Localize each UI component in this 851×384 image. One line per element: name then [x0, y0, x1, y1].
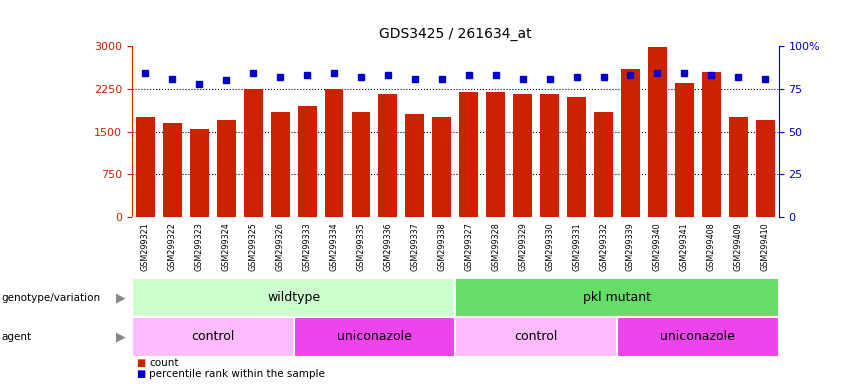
Bar: [540, 94, 559, 217]
Bar: [217, 120, 236, 217]
Bar: [324, 89, 344, 217]
Bar: [294, 317, 455, 357]
Text: uniconazole: uniconazole: [660, 331, 735, 343]
Text: pkl mutant: pkl mutant: [583, 291, 651, 304]
Bar: [455, 317, 617, 357]
Text: percentile rank within the sample: percentile rank within the sample: [149, 369, 325, 379]
Bar: [132, 317, 294, 357]
Text: GSM299324: GSM299324: [222, 222, 231, 271]
Text: GSM299326: GSM299326: [276, 222, 284, 271]
Bar: [243, 89, 263, 217]
Bar: [190, 129, 208, 217]
Text: GSM299337: GSM299337: [410, 222, 420, 271]
Text: count: count: [149, 358, 179, 368]
Bar: [271, 112, 289, 217]
Text: ▶: ▶: [116, 331, 125, 343]
Text: GSM299336: GSM299336: [384, 222, 392, 270]
Bar: [675, 83, 694, 217]
Text: GSM299333: GSM299333: [303, 222, 311, 270]
Bar: [621, 69, 640, 217]
Text: uniconazole: uniconazole: [337, 331, 412, 343]
Text: GSM299331: GSM299331: [572, 222, 581, 270]
Text: control: control: [191, 331, 234, 343]
Bar: [432, 117, 451, 217]
Bar: [136, 117, 155, 217]
Bar: [648, 47, 667, 217]
Bar: [728, 117, 748, 217]
Text: GSM299335: GSM299335: [357, 222, 365, 271]
Text: GSM299323: GSM299323: [195, 222, 203, 271]
Text: agent: agent: [2, 332, 31, 342]
Bar: [163, 123, 182, 217]
Bar: [567, 98, 586, 217]
Text: GSM299334: GSM299334: [329, 222, 339, 270]
Title: GDS3425 / 261634_at: GDS3425 / 261634_at: [379, 27, 532, 41]
Text: wildtype: wildtype: [267, 291, 320, 304]
Text: control: control: [515, 331, 557, 343]
Text: GSM299330: GSM299330: [545, 222, 554, 270]
Text: GSM299408: GSM299408: [707, 222, 716, 270]
Text: GSM299327: GSM299327: [465, 222, 473, 271]
Text: GSM299328: GSM299328: [491, 222, 500, 271]
Text: genotype/variation: genotype/variation: [2, 293, 100, 303]
Bar: [617, 317, 779, 357]
Bar: [298, 106, 317, 217]
Bar: [594, 112, 613, 217]
Text: ■: ■: [136, 369, 146, 379]
Bar: [132, 278, 455, 317]
Text: GSM299338: GSM299338: [437, 222, 446, 270]
Text: GSM299332: GSM299332: [599, 222, 608, 271]
Bar: [756, 120, 774, 217]
Text: GSM299409: GSM299409: [734, 222, 743, 271]
Bar: [455, 278, 779, 317]
Bar: [460, 92, 478, 217]
Bar: [379, 94, 397, 217]
Text: GSM299341: GSM299341: [680, 222, 688, 270]
Bar: [486, 92, 505, 217]
Bar: [702, 72, 721, 217]
Bar: [351, 112, 370, 217]
Text: GSM299329: GSM299329: [518, 222, 527, 271]
Text: GSM299321: GSM299321: [141, 222, 150, 271]
Bar: [405, 114, 425, 217]
Bar: [513, 94, 532, 217]
Text: GSM299325: GSM299325: [248, 222, 258, 271]
Text: GSM299340: GSM299340: [653, 222, 662, 270]
Text: ▶: ▶: [116, 291, 125, 304]
Text: GSM299322: GSM299322: [168, 222, 177, 271]
Text: GSM299410: GSM299410: [761, 222, 769, 270]
Text: GSM299339: GSM299339: [626, 222, 635, 271]
Text: ■: ■: [136, 358, 146, 368]
